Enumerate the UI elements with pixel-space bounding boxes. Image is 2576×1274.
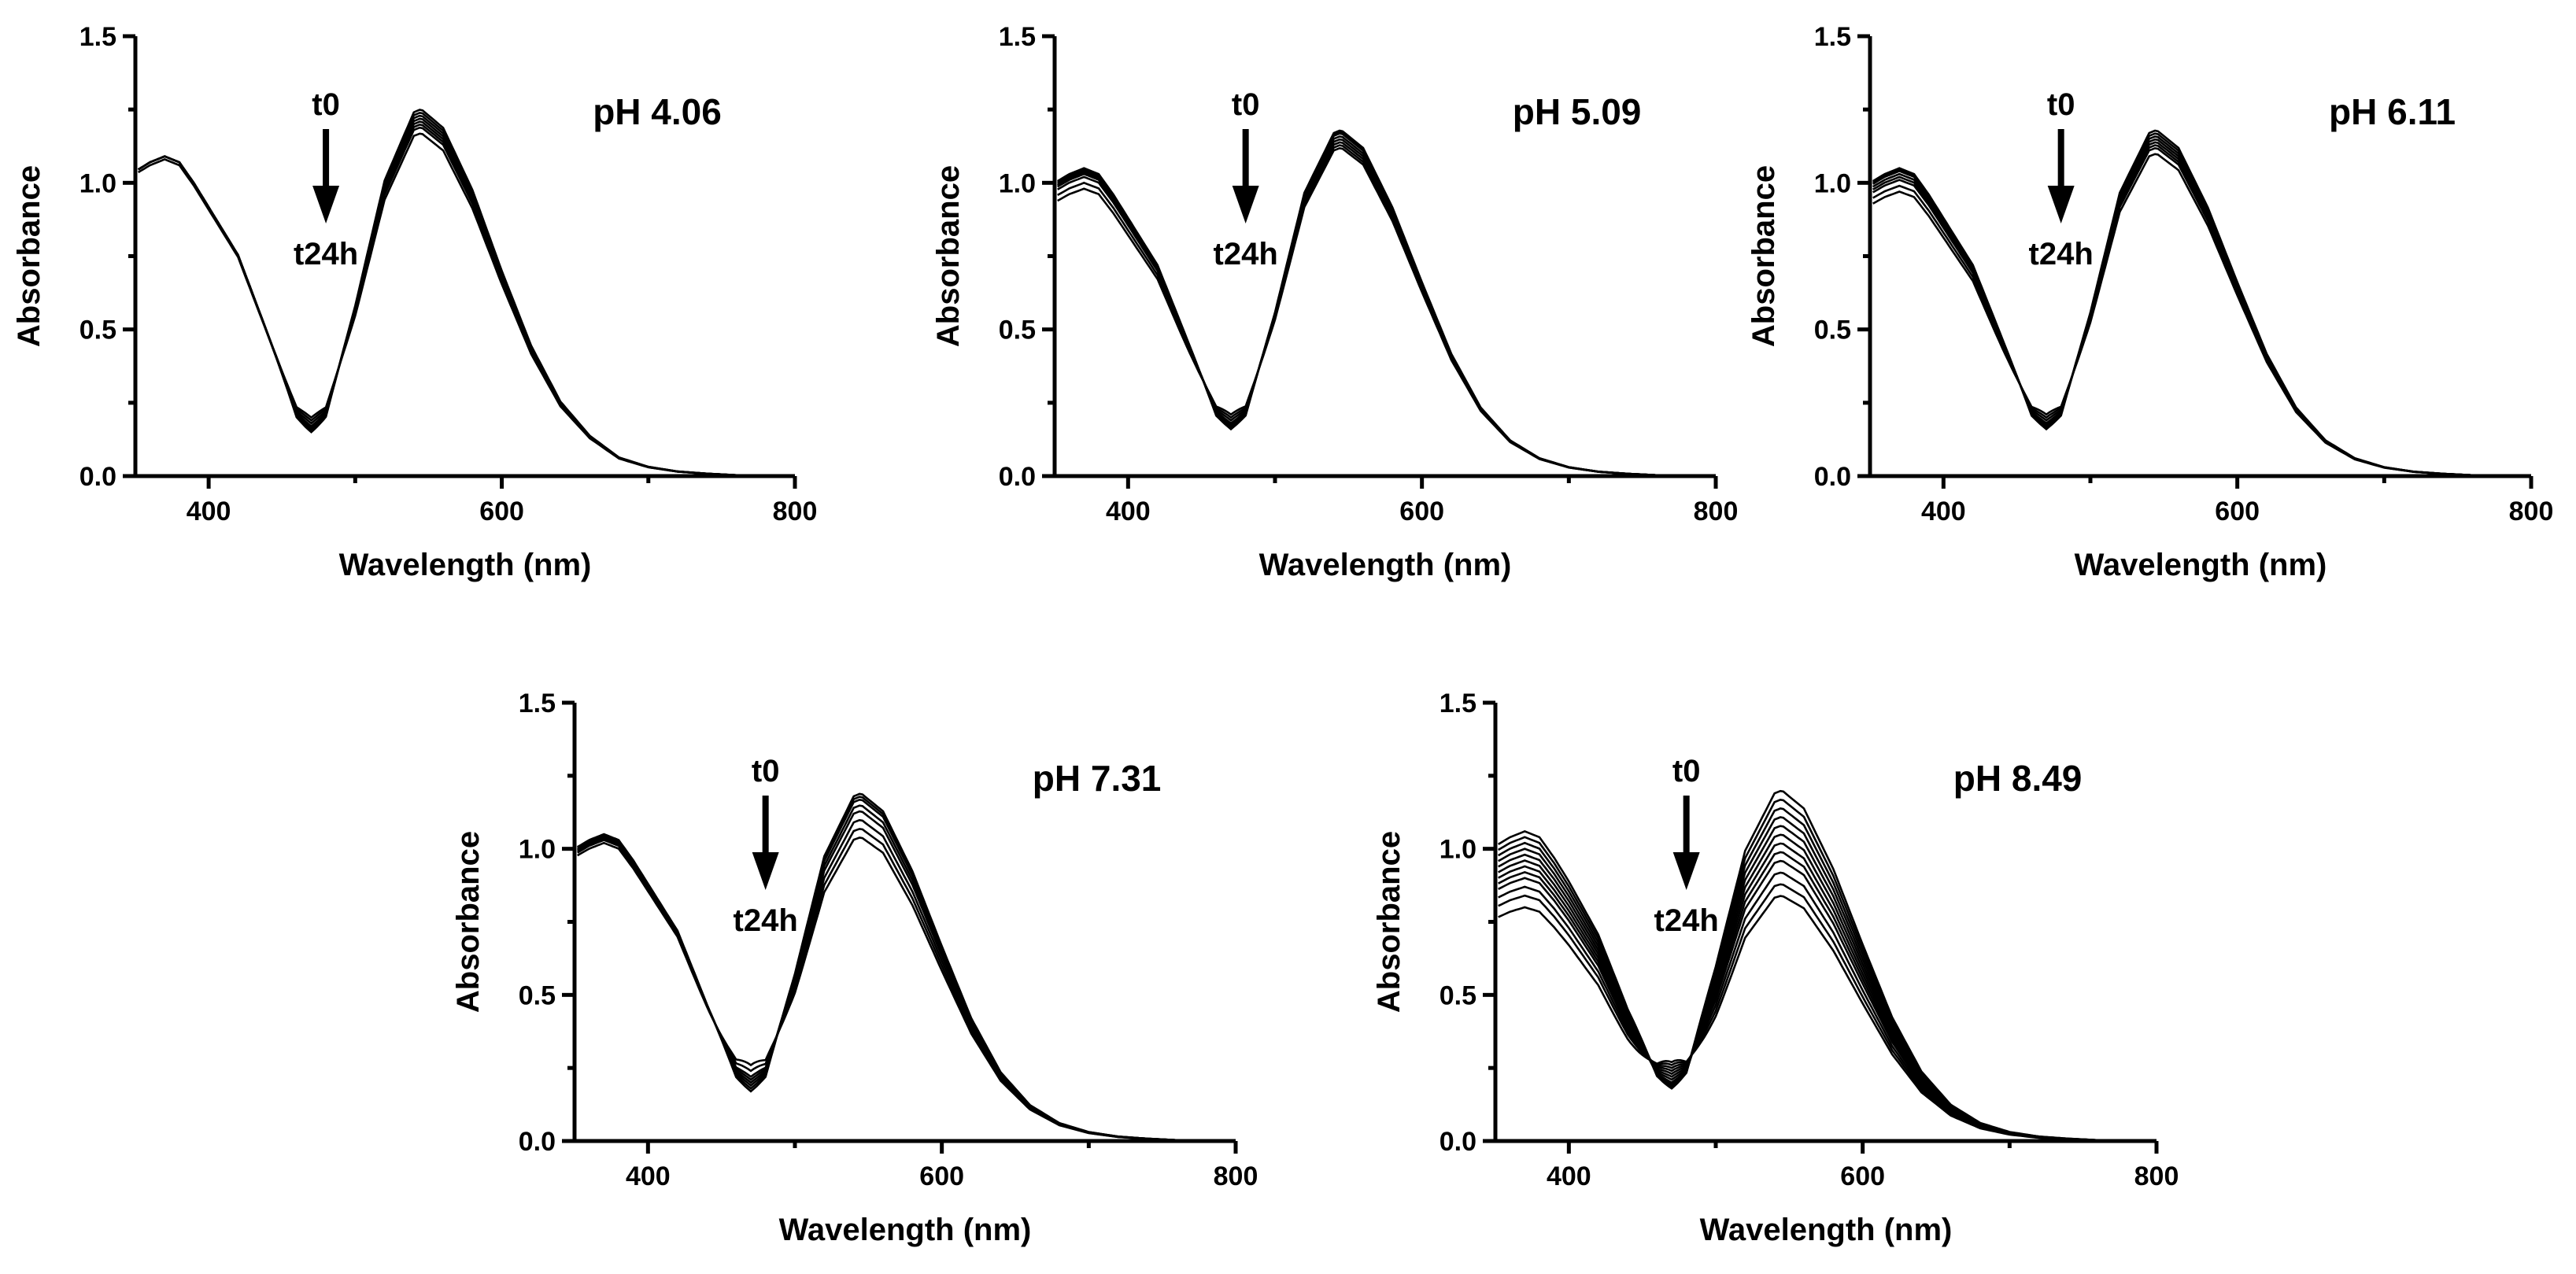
ph-title: pH 5.09 — [1513, 91, 1642, 132]
arrow-end-label: t24h — [1214, 237, 1278, 271]
y-tick-label: 0.0 — [519, 1127, 556, 1157]
spectrum-line-t6 — [1498, 842, 2142, 1143]
y-tick-label: 1.0 — [79, 168, 116, 198]
x-tick-label: 600 — [2215, 497, 2260, 526]
spectrum-line-t2 — [577, 798, 1221, 1143]
y-tick-label: 1.0 — [1814, 168, 1851, 198]
chart-panel-4: 0.0 0.5 1.0 1.5 400 600 800 Wavelength (nm) Abso… — [451, 689, 1258, 1247]
spectrum-line-t4 — [1498, 825, 2142, 1143]
spectrum-line-t24h — [138, 132, 781, 478]
arrow-start-label: t0 — [2047, 87, 2075, 122]
chart-panel-2: 0.0 0.5 1.0 1.5 400 600 800 Wavelength (nm) Abso… — [931, 22, 1738, 582]
x-tick-label: 400 — [187, 497, 231, 526]
spectrum-line-t24h — [577, 836, 1221, 1143]
x-axis-title: Wavelength (nm) — [1700, 1213, 1953, 1247]
x-tick-label: 400 — [1547, 1161, 1591, 1191]
time-arrow-head — [1232, 186, 1259, 223]
spectrum-line-t7 — [1498, 851, 2142, 1143]
y-tick-label: 1.5 — [519, 689, 556, 718]
x-tick-label: 600 — [1840, 1161, 1885, 1191]
y-axis-title: Absorbance — [12, 165, 46, 347]
arrow-start-label: t0 — [312, 87, 340, 122]
spectrum-line-t24h — [1057, 146, 1702, 478]
y-tick-label: 0.0 — [79, 462, 116, 492]
chart-panel-3: 0.0 0.5 1.0 1.5 400 600 800 Wavelength (nm) Abso… — [1746, 22, 2553, 582]
y-tick-label: 1.5 — [1814, 22, 1851, 52]
spectrum-line-t24h — [1872, 153, 2517, 478]
spectrum-line-t9 — [1498, 871, 2142, 1143]
ph-title: pH 7.31 — [1033, 758, 1162, 799]
x-tick-label: 800 — [1214, 1161, 1258, 1191]
spectrum-line-t10 — [1498, 883, 2142, 1143]
arrow-end-label: t24h — [734, 903, 798, 938]
y-tick-label: 0.5 — [519, 980, 556, 1010]
y-axis-title: Absorbance — [451, 831, 486, 1013]
y-tick-label: 0.5 — [79, 316, 116, 345]
ph-title: pH 4.06 — [593, 91, 722, 132]
spectrum-line-t2 — [1498, 807, 2142, 1143]
y-tick-label: 0.0 — [1440, 1127, 1476, 1157]
x-axis-title: Wavelength (nm) — [339, 548, 592, 582]
x-tick-label: 600 — [479, 497, 524, 526]
spectrum-line-t5 — [1498, 833, 2142, 1143]
ph-title: pH 8.49 — [1953, 758, 2083, 799]
time-arrow-head — [2047, 186, 2075, 223]
y-tick-label: 0.5 — [1440, 980, 1476, 1010]
y-tick-label: 1.5 — [1440, 689, 1476, 718]
time-arrow-head — [312, 186, 340, 223]
y-tick-label: 0.5 — [999, 316, 1036, 345]
spectrum-line-t3 — [577, 804, 1221, 1143]
spectrum-line-t4 — [577, 810, 1221, 1143]
x-tick-label: 400 — [1921, 497, 1966, 526]
y-tick-label: 1.5 — [79, 22, 116, 52]
y-tick-label: 0.0 — [999, 462, 1036, 492]
spectrum-line-t6 — [138, 126, 781, 478]
x-tick-label: 800 — [773, 497, 818, 526]
arrow-start-label: t0 — [752, 754, 780, 788]
y-axis-title: Absorbance — [931, 165, 966, 347]
time-arrow-head — [1672, 852, 1700, 890]
arrow-end-label: t24h — [294, 237, 358, 271]
chart-panel-5: 0.0 0.5 1.0 1.5 400 600 800 Wavelength (nm) Abso… — [1372, 689, 2179, 1247]
x-axis-title: Wavelength (nm) — [779, 1213, 1032, 1247]
y-tick-label: 0.0 — [1814, 462, 1851, 492]
x-tick-label: 800 — [2509, 497, 2554, 526]
x-tick-label: 800 — [2134, 1161, 2179, 1191]
y-tick-label: 1.0 — [1440, 835, 1476, 865]
x-tick-label: 600 — [1399, 497, 1444, 526]
arrow-end-label: t24h — [1654, 903, 1719, 938]
spectrum-line-t6 — [1872, 146, 2517, 478]
spectrum-line-t1 — [1498, 798, 2142, 1143]
y-axis-title: Absorbance — [1746, 165, 1781, 347]
y-axis-title: Absorbance — [1372, 831, 1406, 1013]
x-tick-label: 800 — [1694, 497, 1739, 526]
x-tick-label: 400 — [1106, 497, 1151, 526]
y-tick-label: 1.0 — [999, 168, 1036, 198]
spectrum-line-t5 — [577, 818, 1221, 1143]
spectrum-line-t6 — [577, 828, 1221, 1143]
time-arrow-head — [752, 852, 779, 890]
chart-panel-1: 0.0 0.5 1.0 1.5 400 600 800 Wavelength (nm) Abso… — [12, 22, 817, 582]
arrow-start-label: t0 — [1232, 87, 1260, 122]
ph-title: pH 6.11 — [2329, 91, 2456, 132]
y-tick-label: 0.5 — [1814, 316, 1851, 345]
x-tick-label: 400 — [626, 1161, 671, 1191]
x-axis-title: Wavelength (nm) — [1259, 548, 1512, 582]
x-axis-title: Wavelength (nm) — [2075, 548, 2327, 582]
y-tick-label: 1.0 — [519, 835, 556, 865]
arrow-end-label: t24h — [2029, 237, 2094, 271]
x-tick-label: 600 — [919, 1161, 964, 1191]
spectrum-line-t24h — [1498, 895, 2142, 1143]
y-tick-label: 1.5 — [999, 22, 1036, 52]
spectrum-line-t8 — [1498, 859, 2142, 1143]
arrow-start-label: t0 — [1672, 754, 1701, 788]
